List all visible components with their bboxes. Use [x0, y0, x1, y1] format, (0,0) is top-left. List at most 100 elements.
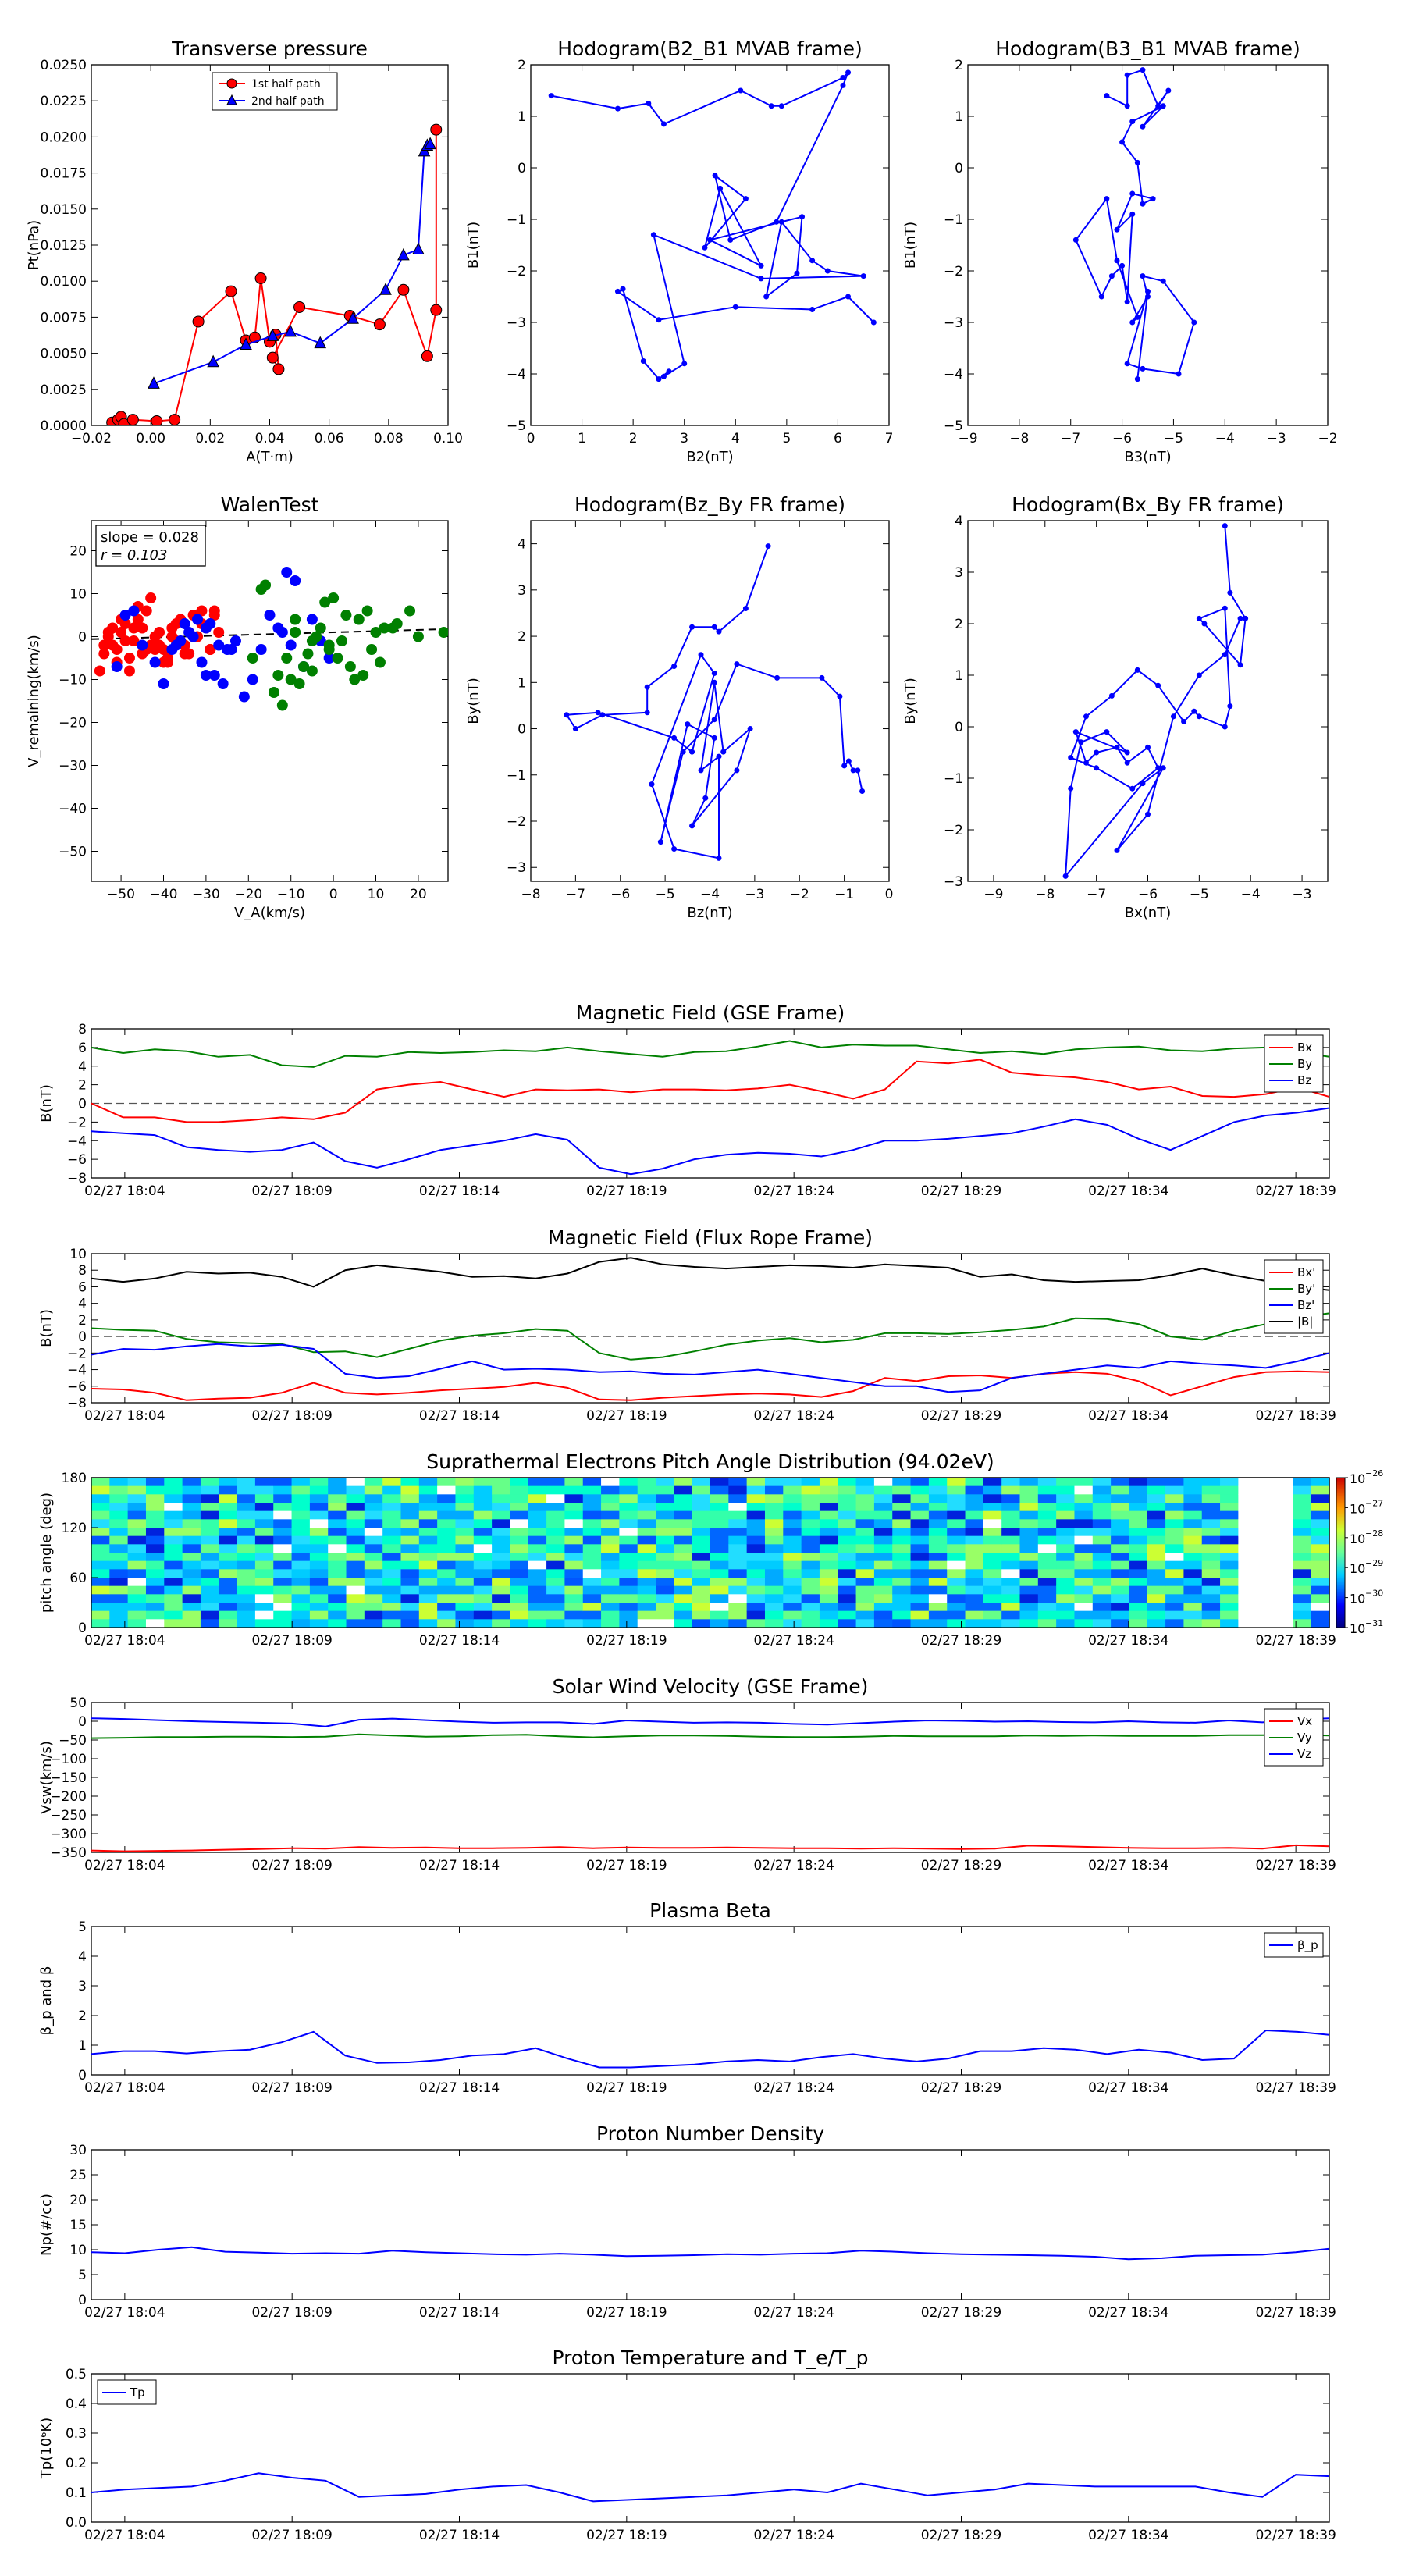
heatmap-cell — [1056, 1519, 1076, 1528]
heatmap-cell — [1074, 1578, 1094, 1587]
heatmap-cell — [1220, 1535, 1239, 1545]
heatmap-cell — [619, 1553, 638, 1562]
heatmap-cell — [219, 1503, 238, 1512]
chart-vsw: Solar Wind Velocity (GSE Frame)−350−300−… — [38, 1675, 1336, 1873]
data-point — [1068, 755, 1074, 761]
heatmap-cell — [200, 1503, 219, 1512]
plot-area — [91, 567, 448, 711]
heatmap-cell — [127, 1569, 147, 1578]
heatmap-cell — [656, 1544, 674, 1553]
heatmap-cell — [291, 1619, 311, 1628]
heatmap-cell — [182, 1569, 201, 1578]
heatmap-cell — [309, 1578, 329, 1587]
data-point — [319, 596, 331, 608]
heatmap-cell — [965, 1478, 984, 1487]
heatmap-cell — [983, 1519, 1002, 1528]
data-point — [272, 363, 285, 375]
heatmap-cell — [291, 1478, 311, 1487]
heatmap-cell — [619, 1478, 638, 1487]
heatmap-cell — [127, 1553, 147, 1562]
y-tick-label: −4 — [67, 1133, 87, 1149]
data-point — [859, 788, 866, 794]
x-tick-label: 5 — [782, 431, 791, 447]
heatmap-cell — [546, 1510, 566, 1520]
heatmap-cell — [328, 1560, 347, 1570]
heatmap-cell — [254, 1510, 274, 1520]
heatmap-cell — [619, 1619, 638, 1628]
heatmap-cell — [746, 1594, 766, 1603]
heatmap-cell — [219, 1510, 238, 1520]
heatmap-cell — [437, 1569, 457, 1578]
heatmap-cell — [637, 1619, 656, 1628]
y-tick-label: 0.2 — [66, 2456, 87, 2471]
heatmap-cell — [237, 1535, 256, 1545]
heatmap-cell — [801, 1560, 820, 1570]
y-tick-label: 3 — [518, 583, 526, 599]
heatmap-cell — [1256, 1494, 1275, 1503]
heatmap-cell — [1111, 1494, 1130, 1503]
heatmap-cell — [947, 1578, 966, 1587]
heatmap-cell — [1019, 1560, 1039, 1570]
heatmap-cell — [492, 1535, 511, 1545]
heatmap-cell — [1074, 1594, 1094, 1603]
heatmap-cell — [1183, 1535, 1203, 1545]
heatmap-cell — [328, 1569, 347, 1578]
heatmap-cell — [492, 1569, 511, 1578]
heatmap-cell — [309, 1619, 329, 1628]
data-point — [860, 273, 866, 279]
heatmap-cell — [1293, 1610, 1312, 1620]
y-tick-label: −3 — [944, 874, 963, 890]
heatmap-cell — [1256, 1619, 1275, 1628]
heatmap-cell — [91, 1535, 110, 1545]
heatmap-cell — [947, 1585, 966, 1595]
heatmap-cell — [582, 1478, 602, 1487]
heatmap-cell — [1074, 1569, 1094, 1578]
heatmap-cell — [1183, 1510, 1203, 1520]
x-tick-label: 0 — [885, 887, 894, 902]
heatmap-cell — [127, 1619, 147, 1628]
heatmap-cell — [1111, 1585, 1130, 1595]
heatmap-cell — [1293, 1619, 1312, 1628]
heatmap-cell — [838, 1494, 857, 1503]
heatmap-cell — [764, 1619, 784, 1628]
x-tick-label: 02/27 18:39 — [1255, 2528, 1336, 2543]
data-point — [1140, 201, 1146, 207]
heatmap-cell — [637, 1594, 656, 1603]
data-point — [102, 627, 114, 638]
data-point — [1104, 93, 1110, 99]
heatmap-cell — [1001, 1603, 1021, 1612]
heatmap-cell — [164, 1485, 183, 1495]
x-tick-label: 02/27 18:09 — [251, 2305, 332, 2321]
data-point — [154, 639, 165, 651]
y-tick-label: 2 — [78, 1313, 87, 1329]
heatmap-cell — [873, 1569, 893, 1578]
y-tick-label: 0.5 — [66, 2367, 87, 2382]
x-tick-label: 02/27 18:19 — [586, 2305, 667, 2321]
heatmap-cell — [1111, 1478, 1130, 1487]
y-tick-label: 0 — [78, 1621, 87, 1636]
heatmap-cell — [710, 1603, 729, 1612]
heatmap-cell — [947, 1603, 966, 1612]
heatmap-cell — [983, 1485, 1002, 1495]
heatmap-cell — [1019, 1528, 1039, 1537]
heatmap-cell — [801, 1619, 820, 1628]
heatmap-cell — [200, 1478, 219, 1487]
heatmap-cell — [582, 1510, 602, 1520]
x-tick-label: 02/27 18:19 — [586, 2080, 667, 2096]
heatmap-cell — [1037, 1553, 1057, 1562]
data-point — [657, 839, 663, 845]
heatmap-cell — [418, 1603, 438, 1612]
heatmap-cell — [273, 1603, 293, 1612]
heatmap-cell — [200, 1594, 219, 1603]
heatmap-cell — [728, 1485, 748, 1495]
heatmap-cell — [382, 1519, 402, 1528]
heatmap-cell — [1220, 1560, 1239, 1570]
heatmap-cell — [910, 1519, 930, 1528]
heatmap-cell — [219, 1528, 238, 1537]
heatmap-cell — [819, 1544, 838, 1553]
heatmap-cell — [1165, 1503, 1185, 1512]
data-point — [1108, 692, 1115, 699]
heatmap-cell — [1037, 1594, 1057, 1603]
heatmap-cell — [91, 1610, 110, 1620]
